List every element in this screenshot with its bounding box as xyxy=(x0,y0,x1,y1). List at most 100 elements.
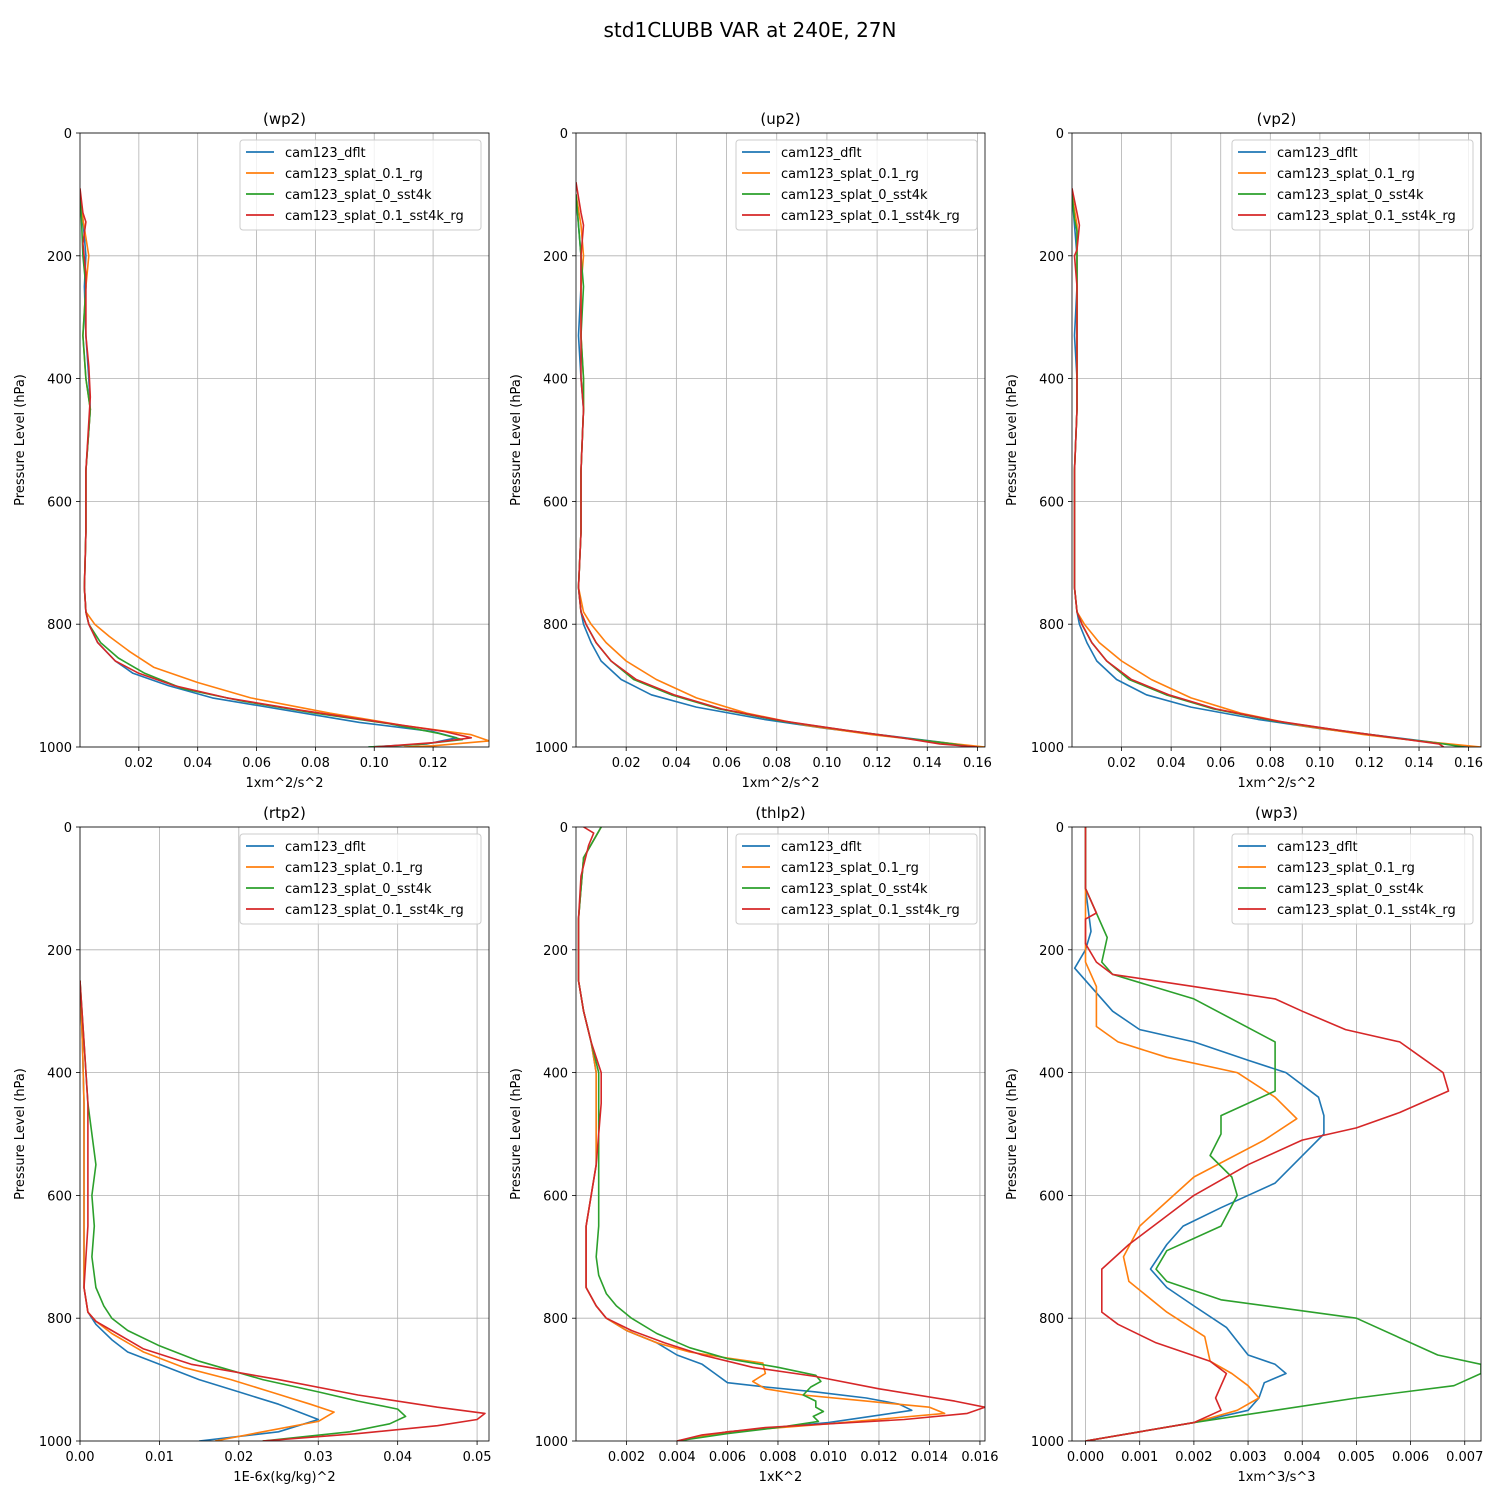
x-tick-label: 0.10 xyxy=(360,756,389,771)
y-tick-label: 800 xyxy=(543,1312,568,1327)
x-tick-label: 0.03 xyxy=(304,1450,333,1465)
x-tick-label: 0.06 xyxy=(712,756,741,771)
y-tick-label: 0 xyxy=(1056,127,1064,142)
series-group xyxy=(1072,188,1481,747)
y-axis-label: Pressure Level (hPa) xyxy=(13,374,28,506)
legend: cam123_dflt cam123_splat_0.1_rg cam123_spl… xyxy=(239,833,482,925)
x-axis-label: 1E-6x(kg/kg)^2 xyxy=(233,1470,335,1485)
series-line-cam123_splat_0.1_rg xyxy=(1084,827,1298,1441)
y-tick-label: 200 xyxy=(47,944,72,959)
axes-frame xyxy=(1071,132,1482,748)
x-tick-label: 0.001 xyxy=(1121,1450,1158,1465)
legend-entry: cam123_splat_0.1_rg xyxy=(781,167,919,182)
legend-entry: cam123_splat_0.1_sst4k_rg xyxy=(285,903,464,918)
legend-entry: cam123_dflt xyxy=(1277,146,1358,161)
legend-box xyxy=(735,833,978,925)
subplot-vp2: 0.02 0.04 0.06 0.08 0.10 0.12 0.14 0.16 0 200 400 6… xyxy=(1005,110,1483,791)
series-line-cam123_splat_0.1_rg xyxy=(80,980,335,1441)
series-group xyxy=(1073,827,1481,1441)
legend-entry: cam123_splat_0.1_sst4k_rg xyxy=(781,209,960,224)
subplot-thlp2: 0.002 0.004 0.006 0.008 0.010 0.012 0.014 0.016… xyxy=(509,804,999,1485)
x-tick-label: 0.08 xyxy=(762,756,791,771)
series-group xyxy=(576,181,985,747)
x-tick-label: 0.05 xyxy=(463,1450,492,1465)
x-tick-label: 0.08 xyxy=(1256,756,1285,771)
y-tick-label: 0 xyxy=(560,821,568,836)
series-line-cam123_splat_0.1_sst4k_rg xyxy=(576,181,978,747)
x-tick-label: 0.12 xyxy=(863,756,892,771)
x-tick-label: 0.02 xyxy=(612,756,641,771)
subplot-title: (wp3) xyxy=(1255,804,1298,822)
y-tick-label: 600 xyxy=(543,495,568,510)
x-tick-label: 0.16 xyxy=(1454,756,1483,771)
legend-box xyxy=(735,139,978,231)
legend-entry: cam123_splat_0.1_sst4k_rg xyxy=(1277,209,1456,224)
x-tick-label: 0.02 xyxy=(224,1450,253,1465)
y-tick-label: 600 xyxy=(1039,495,1064,510)
legend-entry: cam123_splat_0.1_sst4k_rg xyxy=(285,209,464,224)
legend-entry: cam123_splat_0_sst4k xyxy=(285,882,432,897)
x-tick-label: 0.04 xyxy=(1157,756,1186,771)
y-tick-label: 800 xyxy=(1039,618,1064,633)
y-tick-label: 800 xyxy=(47,618,72,633)
legend: cam123_dflt cam123_splat_0.1_rg cam123_spl… xyxy=(239,139,482,231)
x-tick-label: 0.002 xyxy=(1175,1450,1212,1465)
legend-entry: cam123_splat_0.1_rg xyxy=(781,861,919,876)
series-line-cam123_splat_0_sst4k xyxy=(1084,827,1481,1441)
x-axis-label: 1xm^2/s^2 xyxy=(245,776,323,791)
y-axis-label: Pressure Level (hPa) xyxy=(13,1068,28,1200)
subplot-title: (vp2) xyxy=(1257,110,1297,128)
x-tick-label: 0.010 xyxy=(810,1450,847,1465)
y-tick-label: 800 xyxy=(1039,1312,1064,1327)
y-tick-label: 600 xyxy=(47,495,72,510)
x-tick-label: 0.08 xyxy=(301,756,330,771)
subplot-grid: 0.02 0.04 0.06 0.08 0.10 0.12 0 200 400 600 800 100… xyxy=(13,110,1483,1485)
x-tick-label: 0.004 xyxy=(1284,1450,1321,1465)
y-tick-label: 0 xyxy=(64,127,72,142)
x-tick-label: 0.06 xyxy=(242,756,271,771)
x-tick-label: 0.014 xyxy=(911,1450,948,1465)
y-tick-label: 200 xyxy=(1039,944,1064,959)
subplot-rtp2: 0.00 0.01 0.02 0.03 0.04 0.05 0 200 400 600 800 100… xyxy=(13,804,492,1485)
legend-entry: cam123_dflt xyxy=(285,840,366,855)
legend-entry: cam123_dflt xyxy=(781,146,862,161)
y-tick-label: 800 xyxy=(47,1312,72,1327)
series-line-cam123_splat_0.1_sst4k_rg xyxy=(80,980,486,1441)
legend-entry: cam123_splat_0.1_rg xyxy=(285,167,423,182)
x-tick-label: 0.02 xyxy=(1107,756,1136,771)
series-line-cam123_splat_0.1_sst4k_rg xyxy=(1072,188,1445,747)
x-tick-label: 0.01 xyxy=(145,1450,174,1465)
x-tick-label: 0.04 xyxy=(662,756,691,771)
axes-frame xyxy=(575,132,986,748)
y-tick-label: 1000 xyxy=(535,1435,568,1450)
x-tick-label: 0.14 xyxy=(1405,756,1434,771)
x-tick-label: 0.012 xyxy=(860,1450,897,1465)
subplot-wp3: 0.000 0.001 0.002 0.003 0.004 0.005 0.006 0.007… xyxy=(1005,804,1483,1485)
subplot-title: (rtp2) xyxy=(263,804,306,822)
y-tick-label: 400 xyxy=(543,1067,568,1082)
y-tick-label: 600 xyxy=(1039,1189,1064,1204)
figure-title: std1CLUBB VAR at 240E, 27N xyxy=(604,18,897,42)
x-tick-label: 0.006 xyxy=(1392,1450,1429,1465)
x-axis-label: 1xm^3/s^3 xyxy=(1237,1470,1315,1485)
x-tick-label: 0.006 xyxy=(709,1450,746,1465)
series-group xyxy=(80,980,486,1441)
x-tick-label: 0.06 xyxy=(1206,756,1235,771)
x-tick-label: 0.002 xyxy=(608,1450,645,1465)
x-tick-label: 0.04 xyxy=(383,1450,412,1465)
x-tick-label: 0.007 xyxy=(1446,1450,1483,1465)
x-tick-label: 0.10 xyxy=(1305,756,1334,771)
y-tick-label: 200 xyxy=(47,250,72,265)
axes-frame xyxy=(1071,826,1482,1442)
y-tick-label: 400 xyxy=(47,373,72,388)
legend-entry: cam123_dflt xyxy=(781,840,862,855)
y-tick-label: 0 xyxy=(1056,821,1064,836)
y-tick-label: 200 xyxy=(543,250,568,265)
y-tick-label: 400 xyxy=(47,1067,72,1082)
x-tick-label: 0.016 xyxy=(961,1450,998,1465)
legend-entry: cam123_splat_0.1_sst4k_rg xyxy=(1277,903,1456,918)
series-line-cam123_splat_0.1_sst4k_rg xyxy=(577,827,985,1441)
subplot-up2: 0.02 0.04 0.06 0.08 0.10 0.12 0.14 0.16 0 200 400 6… xyxy=(509,110,992,791)
legend-entry: cam123_dflt xyxy=(285,146,366,161)
